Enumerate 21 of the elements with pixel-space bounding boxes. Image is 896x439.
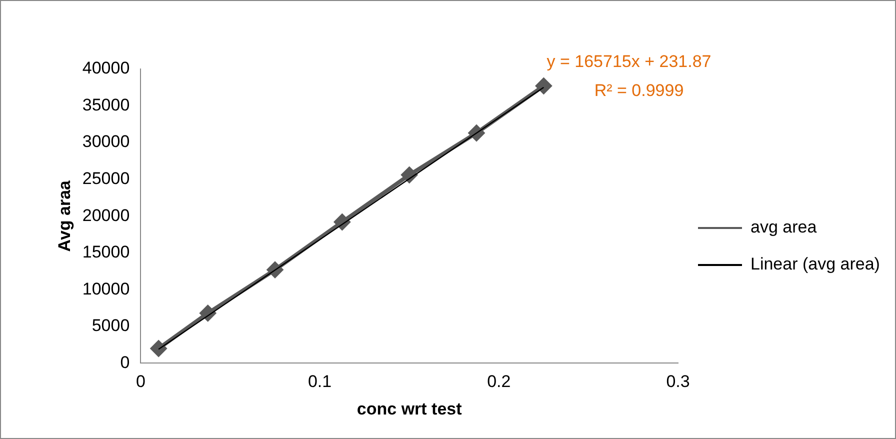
y-tick-label: 35000 [82, 95, 130, 114]
point [150, 340, 168, 357]
legend-label: Linear (avg area) [750, 254, 880, 274]
legend-label: avg area [750, 218, 818, 237]
y-tick-label: 30000 [82, 132, 130, 152]
x-tick-label: 0.1 [308, 372, 332, 392]
x-tick-label: 0 [136, 372, 146, 392]
y-tick-label: 25000 [82, 169, 130, 188]
y-tick-label: 0 [120, 352, 130, 372]
annotation: y = 165715x + 231.87 [546, 52, 712, 71]
annotation: R² = 0.9999 [594, 81, 684, 100]
y-tick-label: 40000 [82, 58, 130, 78]
y-axis-title: Avg araa [54, 180, 74, 252]
point [535, 77, 552, 94]
y-tick-label: 15000 [82, 242, 130, 262]
y-tick-label: 20000 [82, 206, 130, 225]
x-tick-label: 0.2 [487, 372, 511, 392]
y-tick-label: 5000 [92, 316, 130, 336]
y-tick-label: 10000 [82, 279, 130, 298]
x-axis-title: conc wrt test [356, 399, 462, 418]
x-tick-label: 0.3 [666, 372, 690, 392]
